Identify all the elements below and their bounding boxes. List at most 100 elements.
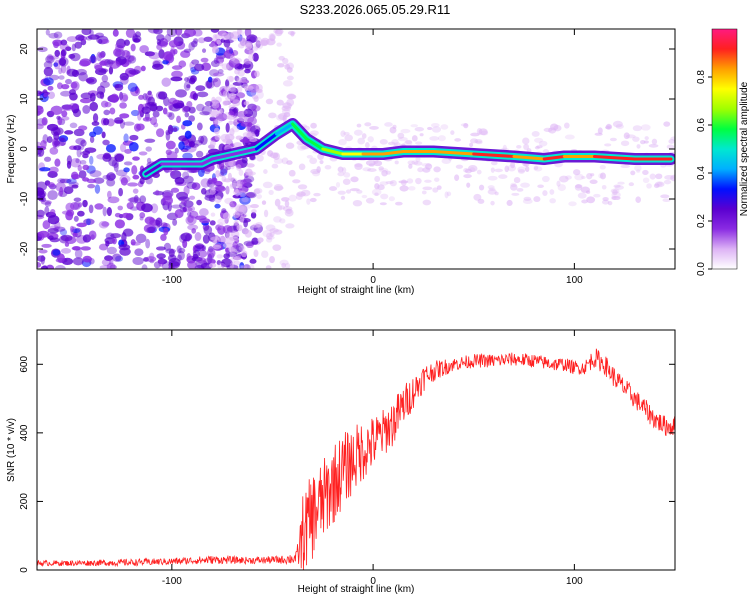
noise-blob [282,206,293,212]
noise-blob [109,93,119,103]
noise-blob [643,140,649,144]
noise-blob [246,191,257,199]
noise-blob [394,160,399,165]
noise-blob [374,192,379,196]
noise-blob [214,195,222,204]
noise-blob [613,184,621,188]
noise-blob [227,172,232,181]
x-tick-label: 0 [370,275,376,286]
noise-blob [122,94,128,102]
noise-blob [237,265,245,269]
noise-blob [243,60,252,65]
noise-blob [53,226,66,232]
noise-blob [202,48,207,53]
noise-blob [282,80,293,87]
noise-blob [59,186,64,197]
noise-blob [87,34,100,40]
noise-blob [279,218,286,224]
noise-blob [100,38,110,44]
noise-blob [379,139,388,145]
noise-blob [549,123,559,131]
noise-blob [263,169,268,175]
noise-blob [165,248,177,254]
noise-blob [182,206,188,213]
noise-blob [473,193,482,201]
noise-blob [79,160,87,165]
noise-blob [668,139,675,144]
noise-blob [137,111,142,121]
noise-blob [266,232,273,240]
colorbar-tick-label: 0.0 [696,262,707,276]
noise-blob [577,192,587,199]
noise-blob [163,227,169,236]
noise-blob [103,109,111,116]
noise-blob [534,137,544,143]
noise-blob [498,174,508,179]
noise-blob [134,248,144,256]
noise-blob [378,166,384,171]
noise-blob [210,29,220,33]
noise-blob [607,201,613,206]
noise-blob [213,118,223,124]
ridge-segment [592,155,637,161]
noise-blob [170,187,180,193]
noise-blob [250,204,259,209]
noise-blob [184,112,190,118]
noise-blob [403,140,413,147]
noise-blob [230,249,236,254]
noise-blob [310,168,321,175]
noise-blob [172,127,178,132]
noise-blob [45,29,50,36]
noise-blob [273,216,282,223]
noise-blob [387,141,396,146]
noise-blob [94,184,101,194]
noise-blob [374,175,381,183]
noise-blob [149,252,155,261]
noise-blob [243,100,250,106]
noise-blob [61,116,70,121]
noise-blob [249,155,257,161]
noise-blob [214,203,221,209]
y-axis-label: SNR (10 * v/v) [6,418,17,482]
noise-blob [132,35,142,43]
noise-blob [75,158,80,164]
x-tick-label: -100 [162,576,182,587]
noise-blob [181,105,189,113]
noise-blob [141,203,153,213]
noise-blob [127,182,139,187]
noise-blob [379,202,387,206]
noise-blob [61,83,70,90]
ridge-segment [542,155,566,161]
noise-blob [56,82,63,90]
noise-blob [232,57,243,64]
noise-blob [209,220,216,226]
noise-blob [101,221,110,227]
noise-blob [50,208,56,215]
noise-blob [68,103,80,110]
y-tick-label: 20 [19,43,30,55]
noise-blob [94,203,104,210]
noise-blob [98,220,109,229]
noise-blob [236,77,242,84]
noise-blob [410,124,419,128]
noise-blob [104,255,113,261]
colorbar [711,28,738,270]
noise-blob [236,85,243,93]
noise-blob [234,75,240,82]
noise-blob [568,201,577,207]
noise-blob [215,185,226,192]
noise-blob [82,150,91,155]
noise-blob [581,175,586,180]
noise-blob [670,174,675,182]
noise-blob [609,137,617,142]
noise-blob [655,173,663,180]
noise-blob [228,246,236,252]
noise-blob [253,188,261,195]
ridge-segment [144,162,164,176]
noise-blob [490,167,495,173]
noise-blob [635,196,642,203]
noise-blob [191,40,198,48]
noise-blob [284,262,291,269]
noise-blob [354,163,363,171]
noise-blob [71,43,77,52]
